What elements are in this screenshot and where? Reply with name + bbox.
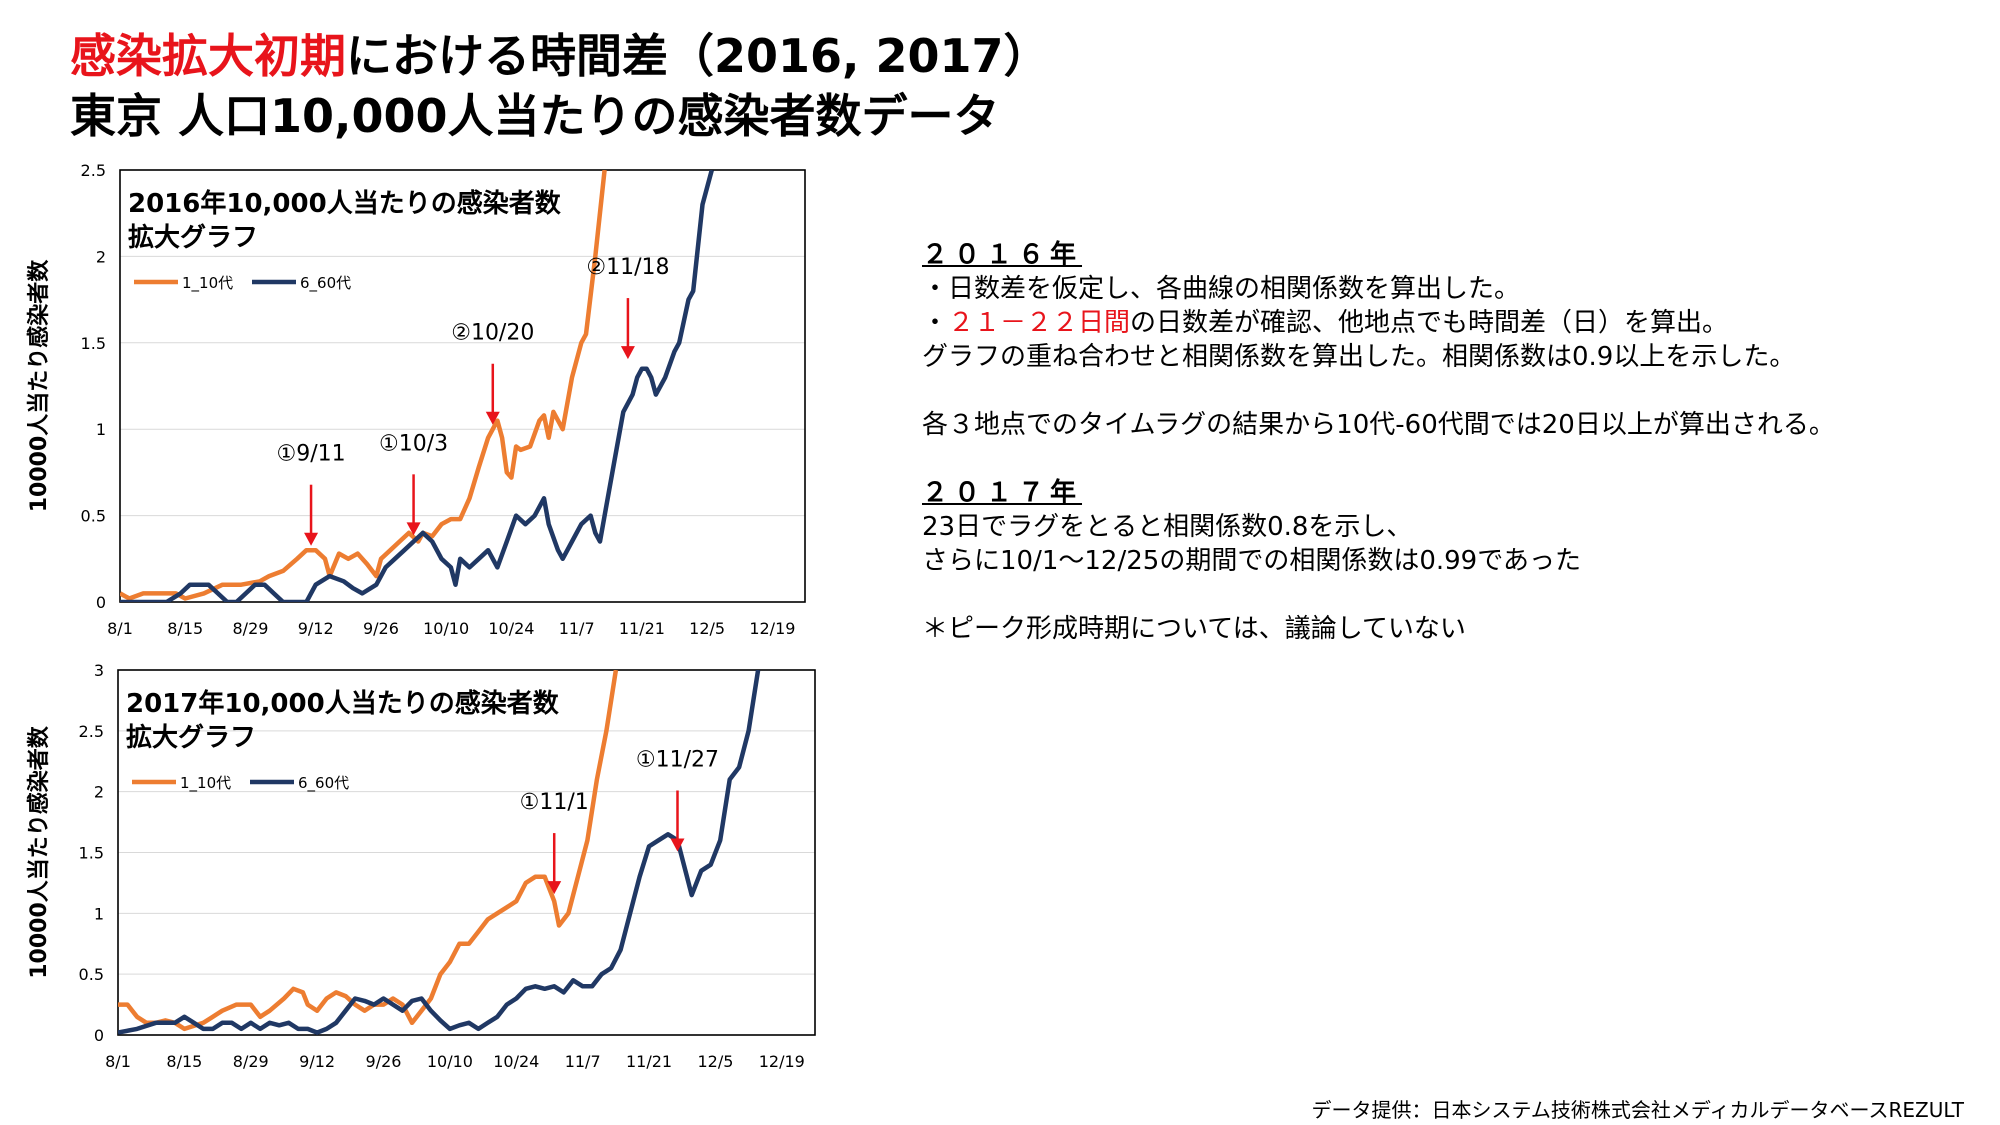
annotation-arrowhead <box>547 881 562 895</box>
notes-line: さらに10/1～12/25の期間での相関係数は0.99であった <box>922 546 1581 576</box>
x-tick-label: 8/29 <box>233 619 269 638</box>
chart-subtitle: 拡大グラフ <box>126 723 256 753</box>
annotation-arrowhead <box>485 411 500 425</box>
legend-label: 6_60代 <box>300 274 351 293</box>
annotation-arrowhead <box>670 838 685 852</box>
notes-line: ・日数差を仮定し、各曲線の相関係数を算出した。 <box>922 274 1521 304</box>
notes-line: ＊ピーク形成時期については、議論していない <box>922 614 1466 644</box>
x-tick-label: 8/1 <box>107 619 133 638</box>
y-tick-label: 1 <box>94 904 104 923</box>
page-title-line2: 東京 人口10,000人当たりの感染者数データ <box>70 89 1000 143</box>
series-line-1-10 <box>120 170 607 601</box>
annotation-label: ①10/3 <box>379 431 448 456</box>
x-tick-label: 8/15 <box>166 1052 202 1071</box>
y-tick-label: 0 <box>94 1026 104 1045</box>
x-tick-label: 9/26 <box>366 1052 402 1071</box>
title-highlight: 感染拡大初期 <box>70 29 346 83</box>
title-rest: における時間差（2016, 2017） <box>346 29 1050 83</box>
x-tick-label: 9/12 <box>299 1052 335 1071</box>
y-tick-label: 0.5 <box>79 965 104 984</box>
notes-line: 23日でラグをとると相関係数0.8を示し、 <box>922 512 1413 542</box>
chart-subtitle: 拡大グラフ <box>128 223 258 253</box>
x-tick-label: 9/26 <box>363 619 399 638</box>
y-tick-label: 1.5 <box>79 844 104 863</box>
notes-line: グラフの重ね合わせと相関係数を算出した。相関係数は0.9以上を示した。 <box>922 342 1796 372</box>
annotation-label: ①11/27 <box>636 748 719 773</box>
y-tick-label: 2 <box>96 247 106 266</box>
x-tick-label: 10/24 <box>488 619 534 638</box>
series-line-1-10 <box>118 670 619 1032</box>
x-tick-label: 8/15 <box>167 619 203 638</box>
legend-label: 6_60代 <box>298 774 349 793</box>
notes-line: ・２１－２２日間の日数差が確認、他地点でも時間差（日）を算出。 <box>922 306 1835 340</box>
y-tick-label: 2.5 <box>81 161 106 180</box>
x-tick-label: 10/10 <box>427 1052 473 1071</box>
notes-heading-2016: ２０１６年 <box>922 240 1083 270</box>
y-tick-label: 0 <box>96 593 106 612</box>
annotation-arrowhead <box>304 532 319 546</box>
x-tick-label: 10/24 <box>493 1052 539 1071</box>
x-tick-label: 12/5 <box>689 619 725 638</box>
notes-heading-2017: ２０１７年 <box>922 478 1083 508</box>
y-tick-label: 1 <box>96 420 106 439</box>
annotation-label: ②11/18 <box>586 255 669 280</box>
x-tick-label: 9/12 <box>298 619 334 638</box>
notes-line: 各３地点でのタイムラグの結果から10代-60代間では20日以上が算出される。 <box>922 410 1835 440</box>
series-line-6-60 <box>120 170 714 602</box>
y-tick-label: 1.5 <box>81 334 106 353</box>
y-axis-label: 10000人当たり感染者数 <box>26 725 52 979</box>
annotation-label: ①9/11 <box>276 442 345 467</box>
page-title-line1: 感染拡大初期における時間差（2016, 2017） <box>70 28 1050 84</box>
series-line-6-60 <box>118 670 761 1035</box>
annotation-label: ②10/20 <box>451 321 534 346</box>
y-tick-label: 0.5 <box>81 507 106 526</box>
chart-title: 2016年10,000人当たりの感染者数 <box>128 188 562 219</box>
y-tick-label: 2.5 <box>79 722 104 741</box>
plot-frame <box>119 169 806 603</box>
annotation-label: ①11/1 <box>520 790 589 815</box>
legend-label: 1_10代 <box>182 274 233 293</box>
chart-2016: 0 0.5 1 1.5 2 2.5 8/1 8/15 8/29 9/12 9/26 10/10 10/2… <box>26 161 806 638</box>
x-tick-label: 11/21 <box>619 619 665 638</box>
x-tick-label: 12/19 <box>759 1052 805 1071</box>
x-tick-label: 11/21 <box>626 1052 672 1071</box>
x-tick-label: 10/10 <box>423 619 469 638</box>
data-credit: データ提供：日本システム技術株式会社メディカルデータベースREZULT <box>1311 1098 1964 1122</box>
x-tick-label: 12/5 <box>697 1052 733 1071</box>
chart-2017: 0 0.5 1 1.5 2 2.5 3 8/1 8/15 8/29 9/12 9/26 10/10 10/… <box>26 661 816 1071</box>
x-tick-label: 8/29 <box>233 1052 269 1071</box>
y-axis-label: 10000人当たり感染者数 <box>26 259 52 513</box>
legend-label: 1_10代 <box>180 774 231 793</box>
notes-panel: ２０１６年 ・日数差を仮定し、各曲線の相関係数を算出した。 ・２１－２２日間の日… <box>922 238 1835 646</box>
plot-frame <box>117 669 816 1036</box>
x-tick-label: 12/19 <box>749 619 795 638</box>
y-tick-label: 3 <box>94 661 104 680</box>
notes-highlight: ２１－２２日間 <box>948 308 1131 338</box>
chart-title: 2017年10,000人当たりの感染者数 <box>126 688 560 719</box>
x-tick-label: 11/7 <box>565 1052 601 1071</box>
notes-text: の日数差が確認、他地点でも時間差（日）を算出。 <box>1130 308 1729 338</box>
annotation-arrowhead <box>406 522 421 536</box>
notes-bullet: ・ <box>922 308 949 338</box>
x-tick-label: 11/7 <box>559 619 595 638</box>
annotation-arrowhead <box>620 346 635 360</box>
y-tick-label: 2 <box>94 783 104 802</box>
x-tick-label: 8/1 <box>105 1052 131 1071</box>
